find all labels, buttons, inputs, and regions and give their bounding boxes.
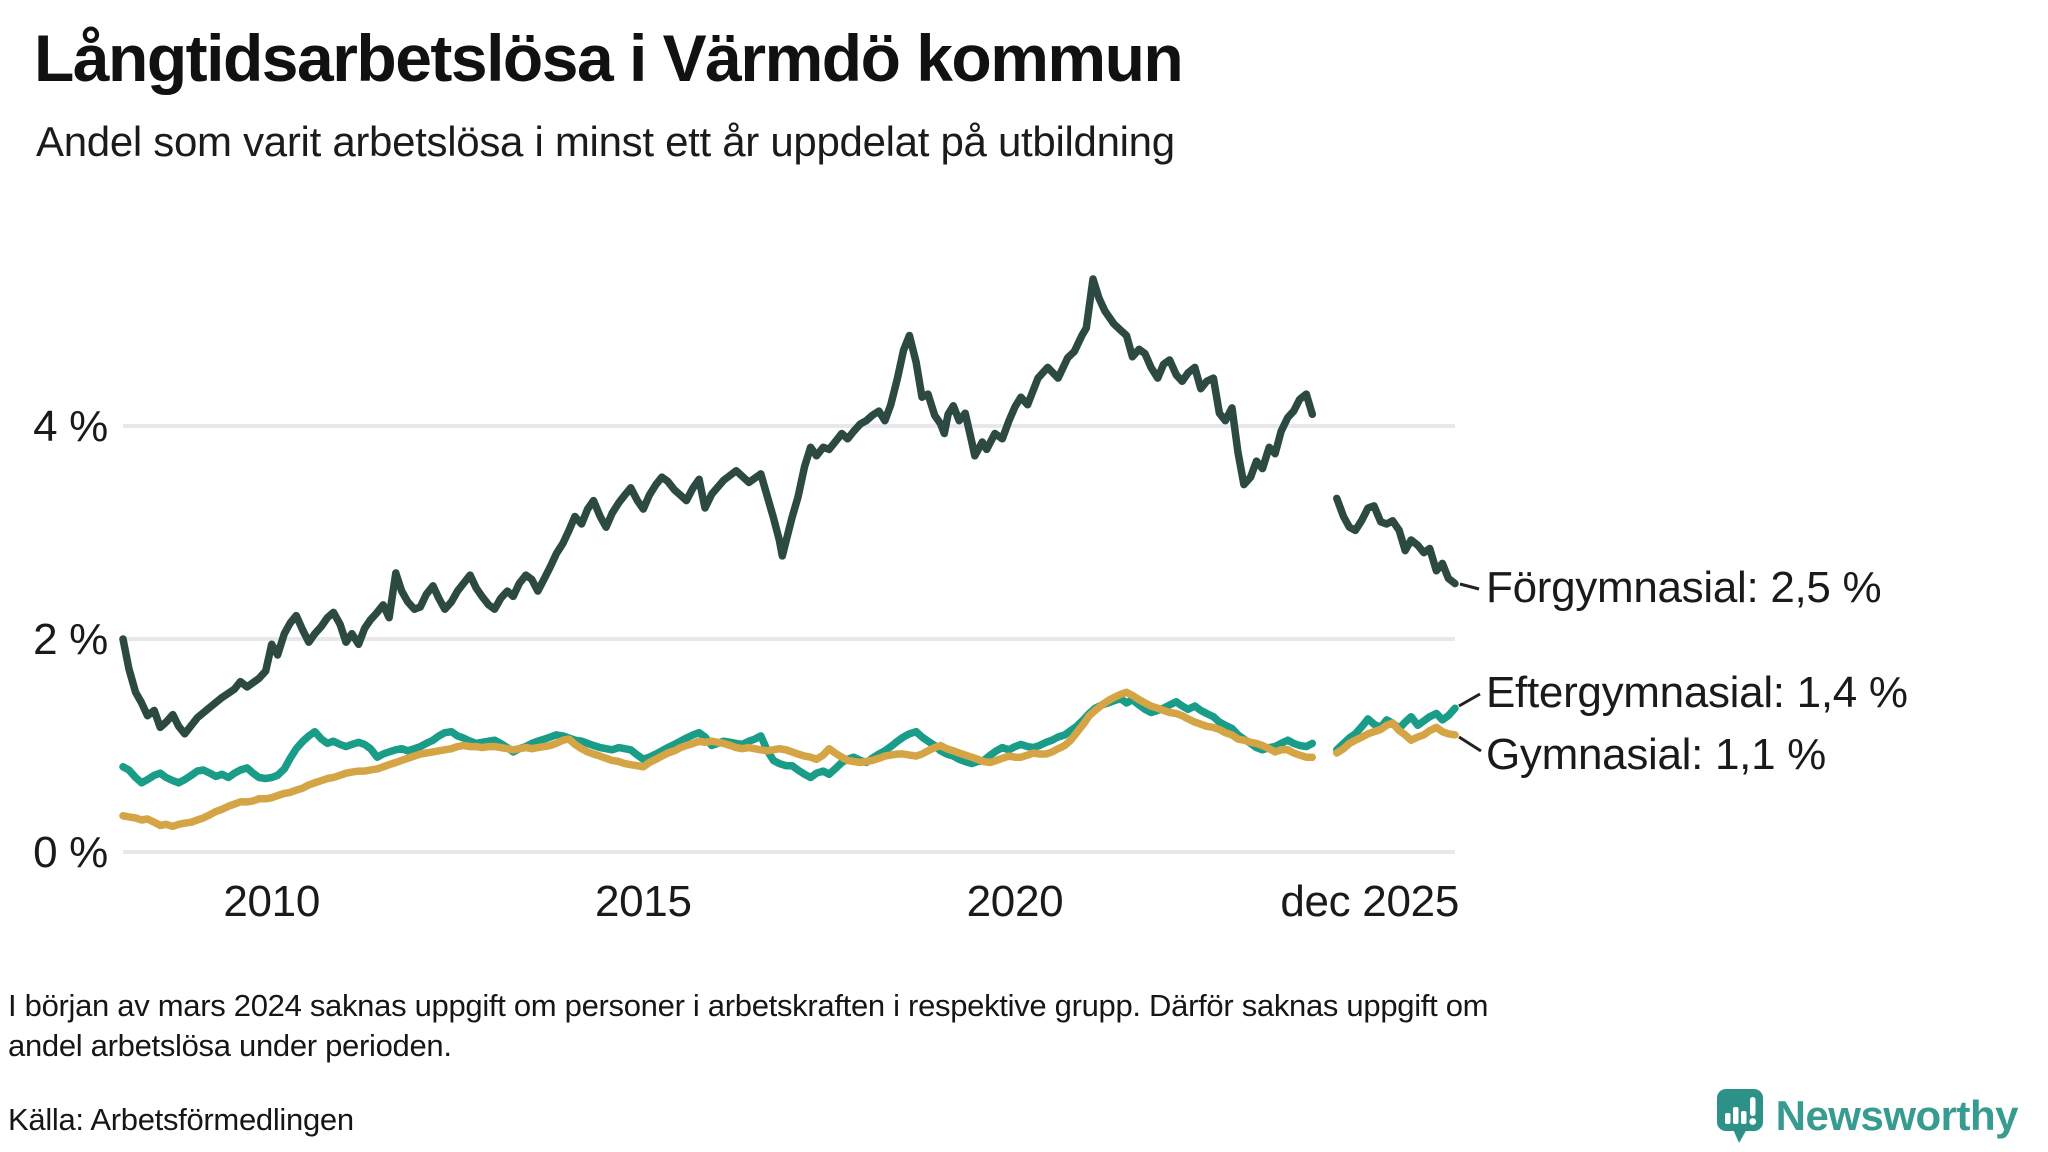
series-callout-label: Gymnasial: 1,1 % bbox=[1486, 730, 1826, 779]
x-tick-label: 2020 bbox=[967, 877, 1064, 926]
newsworthy-wordmark: Newsworthy bbox=[1775, 1092, 2019, 1139]
y-tick-label: 2 % bbox=[33, 615, 108, 664]
x-tick-label: 2010 bbox=[223, 877, 320, 926]
page-title: Långtidsarbetslösa i Värmdö kommun bbox=[34, 21, 1184, 95]
callout-connector bbox=[1458, 735, 1482, 753]
source-note: Källa: Arbetsförmedlingen bbox=[8, 1102, 354, 1137]
newsworthy-logo-icon bbox=[1716, 1089, 1763, 1143]
footnote-line-1: I början av mars 2024 saknas uppgift om … bbox=[8, 988, 1489, 1023]
y-tick-label: 0 % bbox=[33, 828, 108, 877]
series-callout-label: Eftergymnasial: 1,4 % bbox=[1486, 668, 1908, 717]
series-callout-label: Förgymnasial: 2,5 % bbox=[1486, 563, 1881, 612]
callout-connector bbox=[1458, 692, 1481, 708]
series-line-0 bbox=[119, 275, 1459, 738]
callout-connector bbox=[1459, 582, 1480, 591]
newsworthy-logo: Newsworthy bbox=[1716, 1088, 2019, 1144]
series-line-2 bbox=[119, 688, 1459, 831]
footnote-line-2: andel arbetslösa under perioden. bbox=[8, 1028, 452, 1063]
x-tick-label: dec 2025 bbox=[1280, 877, 1459, 926]
y-tick-label: 4 % bbox=[33, 402, 108, 451]
x-tick-label: 2015 bbox=[595, 877, 692, 926]
page-subtitle: Andel som varit arbetslösa i minst ett å… bbox=[36, 118, 1175, 165]
footnote: I början av mars 2024 saknas uppgift om … bbox=[8, 986, 1488, 1066]
